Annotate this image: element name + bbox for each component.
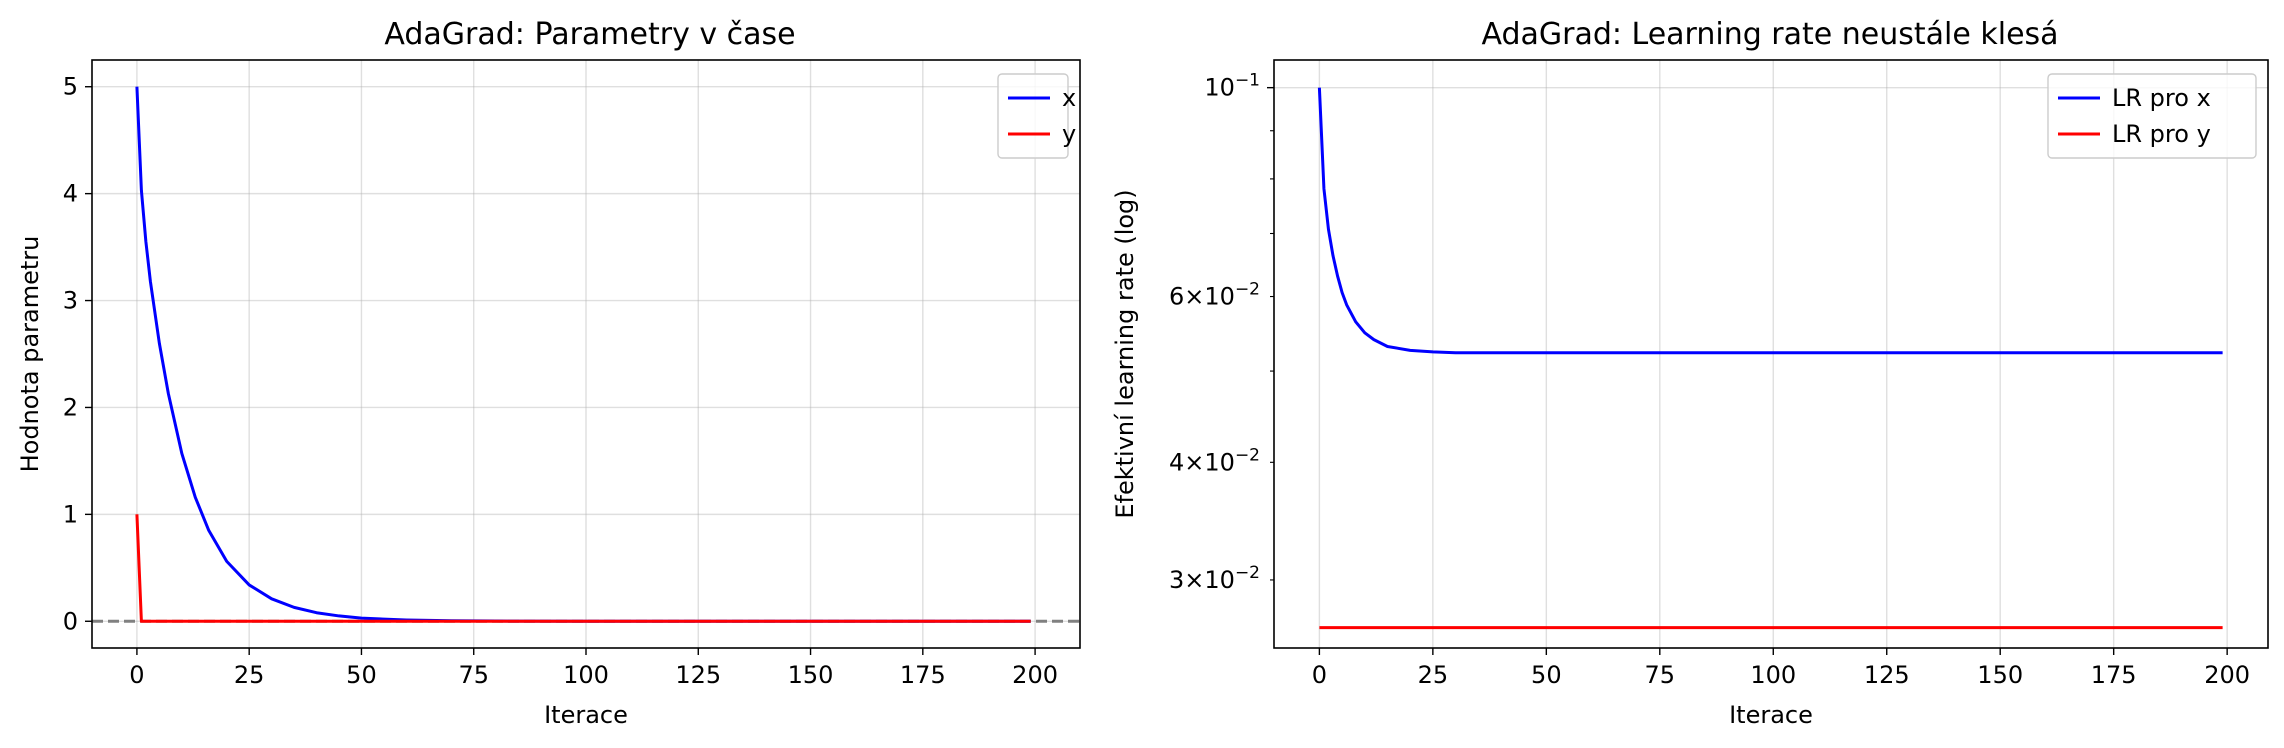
chart-learning-rate: AdaGrad: Learning rate neustále klesá 0 2… — [1111, 17, 2269, 729]
series-line-y — [135, 514, 1031, 623]
x-tick-label: 175 — [2091, 661, 2137, 689]
x-tick-label: 175 — [900, 661, 946, 689]
x-tick-label: 100 — [563, 661, 609, 689]
x-tick-label: 0 — [1312, 661, 1327, 689]
legend: xy — [997, 73, 1076, 159]
legend-label: x — [1062, 84, 1076, 112]
axes-frame — [1273, 59, 2269, 649]
legend-box — [2047, 73, 2257, 159]
y-axis-label: Efektivní learning rate (log) — [1111, 189, 1139, 518]
y-tick-label: 4 — [63, 180, 78, 208]
y-tick-label: 6×10−2 — [1169, 280, 1260, 311]
legend-label: LR pro y — [2112, 120, 2211, 148]
y-tick-label: 2 — [63, 393, 78, 421]
legend-box — [997, 73, 1069, 159]
y-tick-label: 4×10−2 — [1169, 445, 1260, 476]
series-line-LR-pro-x — [1317, 87, 2223, 355]
x-tick-label: 125 — [1864, 661, 1910, 689]
x-tick-label: 50 — [346, 661, 377, 689]
x-tick-label: 75 — [1645, 661, 1676, 689]
x-tick-label: 150 — [1977, 661, 2023, 689]
legend-label: LR pro x — [2112, 84, 2211, 112]
x-tick-label: 25 — [1418, 661, 1449, 689]
chart-title: AdaGrad: Parametry v čase — [384, 17, 795, 52]
x-tick-label: 150 — [788, 661, 834, 689]
plot-lines — [92, 86, 1080, 623]
x-tick-label: 0 — [129, 661, 144, 689]
y-tick-label: 5 — [63, 73, 78, 101]
x-axis-label: Iterace — [544, 701, 628, 729]
x-tick-label: 50 — [1531, 661, 1562, 689]
x-axis-label: Iterace — [1729, 701, 1813, 729]
x-ticks: 0 25 50 75 100 125 150 175 200 — [1312, 648, 2250, 689]
x-tick-label: 125 — [675, 661, 721, 689]
y-tick-label: 3×10−2 — [1169, 563, 1260, 594]
y-tick-label: 0 — [63, 607, 78, 635]
x-tick-label: 200 — [2204, 661, 2250, 689]
y-tick-label: 10−1 — [1204, 71, 1260, 102]
legend-label: y — [1062, 120, 1076, 148]
y-axis-label: Hodnota parametru — [16, 236, 44, 473]
x-tick-label: 100 — [1750, 661, 1796, 689]
y-tick-label: 1 — [63, 500, 78, 528]
legend: LR pro x LR pro y — [2047, 73, 2257, 159]
plot-lines — [1317, 87, 2223, 630]
x-tick-label: 75 — [458, 661, 489, 689]
chart-title: AdaGrad: Learning rate neustále klesá — [1481, 17, 2058, 52]
x-tick-label: 25 — [234, 661, 265, 689]
y-ticks: 10−1 3×10−2 4×10−2 6×10−2 — [1169, 71, 1274, 594]
x-ticks: 0 25 50 75 100 125 150 175 200 — [129, 648, 1058, 689]
y-ticks: 0 1 2 3 4 5 — [63, 73, 92, 635]
chart-parametry: AdaGrad: Parametry v čase 0 25 50 75 100 125 1… — [16, 17, 1081, 729]
y-tick-label: 3 — [63, 287, 78, 315]
x-tick-label: 200 — [1012, 661, 1058, 689]
